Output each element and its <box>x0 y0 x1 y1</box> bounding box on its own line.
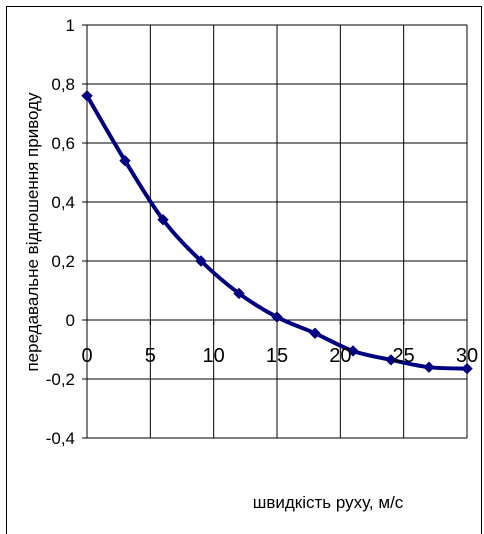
data-point-marker <box>81 90 93 102</box>
data-point-marker <box>157 213 169 226</box>
y-tick-label: 0,4 <box>51 193 75 212</box>
data-point-marker <box>423 361 435 373</box>
y-tick-label: 0 <box>66 311 75 330</box>
data-point-marker <box>347 345 359 357</box>
x-axis-label: швидкість руху, м/с <box>253 493 404 512</box>
x-tick-label: 0 <box>81 345 92 367</box>
data-point-marker <box>271 311 283 323</box>
frame-border-top <box>6 6 482 7</box>
data-point-marker <box>195 255 207 267</box>
x-tick-label: 25 <box>393 345 415 367</box>
y-tick-label: 0,8 <box>51 75 75 94</box>
data-point-marker <box>461 362 473 375</box>
frame-border-right <box>481 6 482 534</box>
frame-border-left <box>6 6 7 534</box>
x-tick-label: 20 <box>329 345 351 367</box>
data-point-marker <box>385 354 397 366</box>
y-tick-label: -0,4 <box>46 429 75 448</box>
data-point-marker <box>119 154 131 167</box>
x-tick-label: 10 <box>203 345 225 367</box>
tick-labels: 1 0,8 0,6 0,4 0,2 0 -0,2 -0,4 0 5 10 15 20 25 30 <box>46 16 478 448</box>
grid-lines <box>87 24 468 438</box>
x-tick-label: 15 <box>266 345 288 367</box>
data-point-marker <box>233 287 245 300</box>
y-tick-label: 0,6 <box>51 134 75 153</box>
x-tick-label: 30 <box>456 345 478 367</box>
x-tick-label: 5 <box>145 345 156 367</box>
series-layer <box>81 90 473 375</box>
data-point-marker <box>309 327 321 339</box>
y-axis-label: передавальне відношення приводу <box>23 92 42 372</box>
y-tick-label: 0,2 <box>51 252 75 271</box>
y-tick-label: 1 <box>66 16 75 35</box>
y-tick-label: -0,2 <box>46 370 75 389</box>
